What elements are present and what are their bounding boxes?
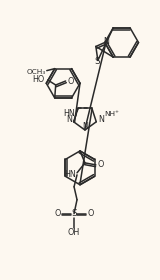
Text: OH: OH [68,228,80,237]
Text: HO: HO [33,74,45,83]
Text: O: O [98,160,104,169]
Text: O: O [67,76,74,85]
Text: N: N [67,115,73,124]
Text: OCH₃: OCH₃ [26,69,45,74]
Text: NH⁺: NH⁺ [105,111,120,117]
Text: S: S [94,57,100,66]
Text: O: O [54,209,60,218]
Text: N: N [82,122,88,130]
Text: N: N [103,37,109,46]
Text: O: O [88,209,94,218]
Text: HN: HN [64,170,76,179]
Text: HN: HN [63,109,75,118]
Text: S: S [71,209,77,218]
Text: N: N [98,115,104,124]
